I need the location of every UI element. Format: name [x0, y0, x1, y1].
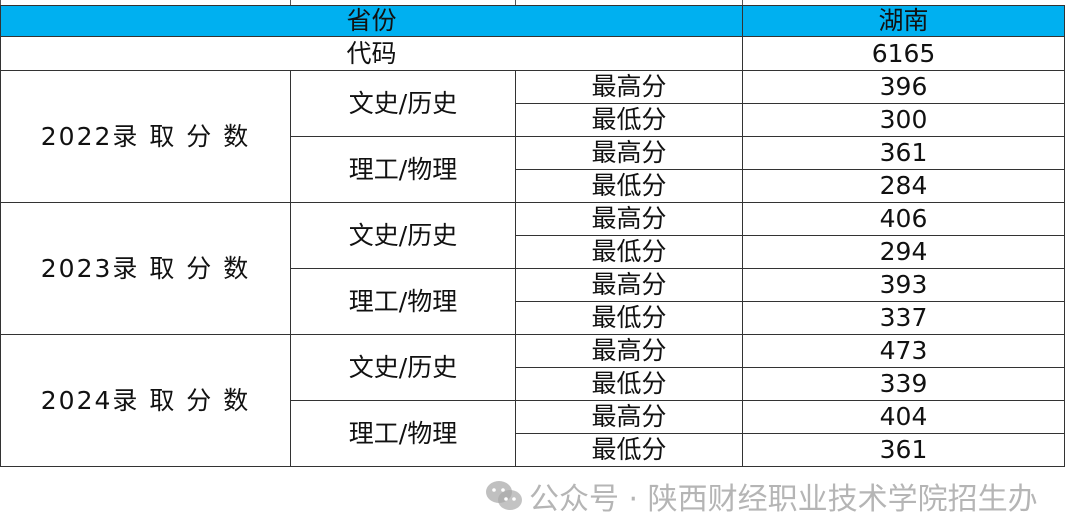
score-type-label: 最低分 — [514, 103, 744, 137]
code-value: 6165 — [742, 36, 1066, 71]
previous-row-gridlines — [0, 0, 1066, 5]
year-label: 2022录 取 分 数 — [0, 70, 291, 203]
table-row: 理工/物理 最高分 361 — [1, 136, 1066, 203]
subject-label: 文史/历史 — [290, 70, 516, 137]
watermark-text: 公众号 · 陕西财经职业技术学院招生办 — [529, 482, 1038, 517]
table-row: 最低分 339 — [1, 367, 1066, 401]
subject-label: 理工/物理 — [290, 136, 516, 203]
score-type-label: 最低分 — [514, 433, 744, 467]
subject-label: 理工/物理 — [290, 268, 516, 335]
subject-label: 文史/历史 — [290, 202, 516, 269]
score-type-label: 最高分 — [514, 136, 744, 170]
code-row: 代码 6165 — [0, 36, 1066, 71]
table-row: 最低分 361 — [1, 433, 1066, 467]
score-value: 337 — [742, 301, 1066, 335]
score-type-label: 最高分 — [514, 202, 744, 236]
table-row: 2023录 取 分 数文史/历史 最高分 406 — [0, 202, 1066, 335]
table-row: 2024录 取 分 数文史/历史 最高分 473 — [0, 334, 1066, 467]
code-label: 代码 — [0, 36, 744, 71]
wechat-icon — [486, 481, 522, 510]
score-type-label: 最低分 — [514, 235, 744, 269]
score-type-label: 最高分 — [514, 70, 744, 104]
score-value: 300 — [742, 103, 1066, 137]
subject-label: 文史/历史 — [290, 334, 516, 401]
score-type-label: 最高分 — [514, 334, 744, 368]
score-type-label: 最低分 — [514, 301, 744, 335]
watermark: 公众号 · 陕西财经职业技术学院招生办 — [485, 474, 1038, 518]
year-label: 2023录 取 分 数 — [0, 202, 291, 335]
score-value: 406 — [742, 202, 1066, 236]
province-value: 湖南 — [742, 5, 1066, 37]
score-value: 361 — [742, 136, 1066, 170]
score-value: 361 — [742, 433, 1066, 467]
score-type-label: 最低分 — [514, 367, 744, 401]
table-row: 2022录 取 分 数文史/历史 最高分 396 — [0, 70, 1066, 203]
province-label: 省份 — [0, 5, 744, 37]
score-type-label: 最低分 — [514, 169, 744, 203]
score-value: 393 — [742, 268, 1066, 302]
score-value: 339 — [742, 367, 1066, 401]
admission-score-table: 省份 湖南 代码 6165 2022录 取 分 数文史/历史 最高分 396 最低分 3… — [0, 5, 1066, 467]
score-type-label: 最高分 — [514, 268, 744, 302]
score-value: 404 — [742, 400, 1066, 434]
table-row: 最低分 300 — [1, 103, 1066, 137]
score-type-label: 最高分 — [514, 400, 744, 434]
score-value: 396 — [742, 70, 1066, 104]
year-label: 2024录 取 分 数 — [0, 334, 291, 467]
table-row: 最低分 294 — [1, 235, 1066, 269]
score-value: 473 — [742, 334, 1066, 368]
score-value: 294 — [742, 235, 1066, 269]
subject-label: 理工/物理 — [290, 400, 516, 467]
score-value: 284 — [742, 169, 1066, 203]
table-row: 理工/物理 最高分 393 — [1, 268, 1066, 335]
table-row: 最低分 337 — [1, 301, 1066, 335]
header-row: 省份 湖南 — [0, 5, 1066, 37]
